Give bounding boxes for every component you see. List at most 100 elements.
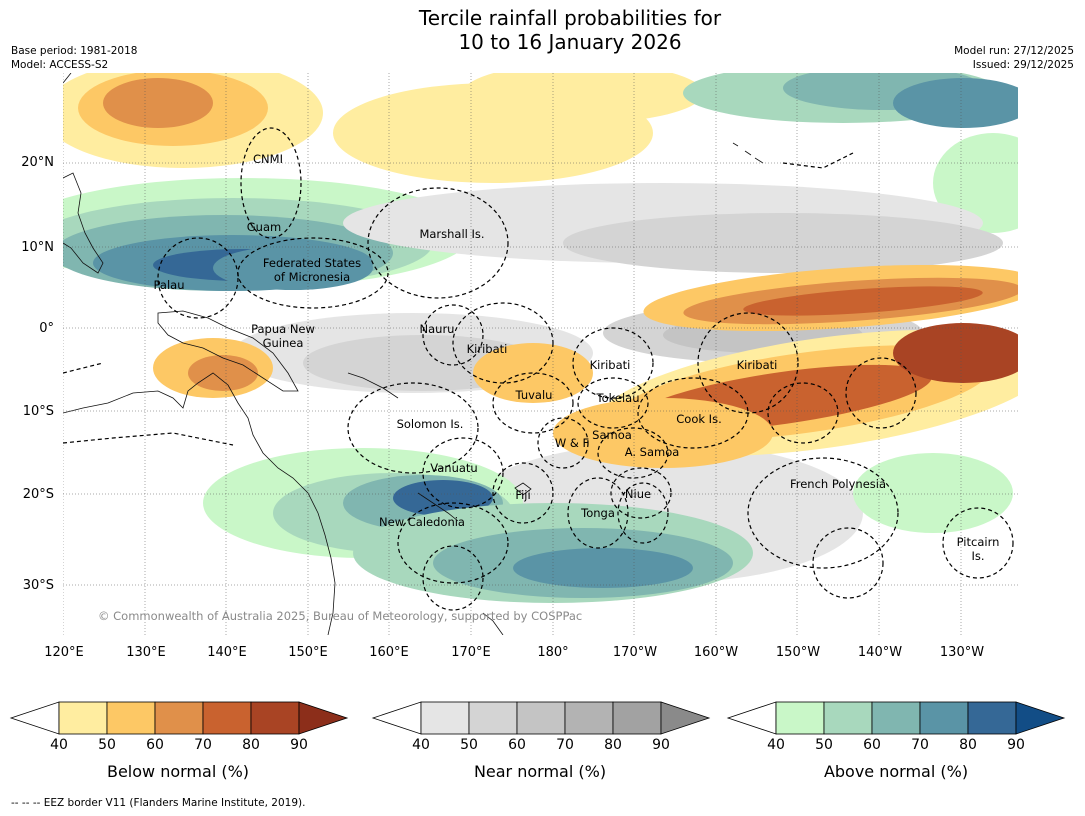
label-fsm-line2: of Micronesia xyxy=(273,270,351,284)
land-outlines xyxy=(63,73,764,635)
label-pitcairn: Pitcairn Is. xyxy=(957,535,1000,563)
base-period: Base period: 1981-2018 xyxy=(11,45,138,57)
colorbar-tick: 40 xyxy=(50,737,68,753)
map-area xyxy=(63,73,1018,635)
colorbar-segment xyxy=(106,701,156,735)
model-name: Model: ACCESS-S2 xyxy=(11,59,109,71)
label-vanuatu: Vanuatu xyxy=(430,461,478,475)
lon-label-180: 180° xyxy=(537,645,569,660)
colorbar-segment xyxy=(612,701,662,735)
copyright-notice: © Commonwealth of Australia 2025, Bureau… xyxy=(98,609,583,623)
new-caledonia-coast xyxy=(417,492,459,522)
colorbar-tick: 80 xyxy=(959,737,977,753)
colorbar-segment xyxy=(468,701,518,735)
probability-patch xyxy=(513,548,693,588)
new-zealand-coast xyxy=(482,612,504,635)
colorbar-segment xyxy=(420,701,470,735)
below-normal-label: Below normal (%) xyxy=(106,762,250,781)
lon-label-160e: 160°E xyxy=(369,645,409,660)
probability-patch xyxy=(853,453,1013,533)
probability-patches xyxy=(63,73,1018,603)
colorbar-segment xyxy=(967,701,1017,735)
label-tuvalu: Tuvalu xyxy=(515,388,553,402)
lon-label-120e: 120°E xyxy=(44,645,84,660)
hawaii-coast xyxy=(732,142,764,164)
meta-right: Model run: 27/12/2025 Issued: 29/12/2025 xyxy=(954,44,1074,72)
probability-patch xyxy=(393,480,493,516)
label-samoa: Samoa xyxy=(592,428,632,442)
lon-label-170e: 170°E xyxy=(451,645,491,660)
label-asamoa: A. Samoa xyxy=(624,445,680,459)
probability-patch xyxy=(893,78,1018,128)
lon-label-150w: 150°W xyxy=(775,645,821,660)
asia-coast xyxy=(63,73,72,84)
probability-patch xyxy=(553,398,773,468)
label-tokelau: Tokelau xyxy=(596,391,640,405)
colorbar-segment xyxy=(775,701,825,735)
label-palau: Palau xyxy=(153,278,185,292)
lon-label-150e: 150°E xyxy=(288,645,328,660)
colorbars xyxy=(9,701,1066,735)
probability-patch xyxy=(103,78,213,128)
colorbar-above-normal xyxy=(726,701,1066,735)
probability-patch xyxy=(563,213,1003,273)
title-line-2: 10 to 16 January 2026 xyxy=(458,30,682,54)
probability-patch xyxy=(893,323,1018,383)
label-niue: Niue xyxy=(624,487,652,501)
lat-label-0: 0° xyxy=(39,321,54,336)
label-cnmi: CNMI xyxy=(253,152,283,166)
colorbar-extend-low xyxy=(9,701,60,735)
lon-label-130w: 130°W xyxy=(939,645,985,660)
label-kiribati-east: Kiribati xyxy=(736,358,778,372)
label-guam: Guam xyxy=(246,220,282,234)
label-fsm-line1: Federated States xyxy=(262,256,362,270)
label-png: Papua New Guinea xyxy=(251,322,315,350)
label-png-line1: Papua New xyxy=(251,322,315,336)
label-cook: Cook Is. xyxy=(676,412,722,426)
colorbar-extend-high xyxy=(298,701,349,735)
colorbar-below-normal xyxy=(9,701,349,735)
solomon-coast xyxy=(347,372,399,399)
label-kiribati-central: Kiribati xyxy=(589,358,631,372)
colorbar-segment xyxy=(58,701,108,735)
colorbar-tick: 70 xyxy=(556,737,574,753)
probability-patch xyxy=(463,73,703,123)
fiji-coast xyxy=(514,482,532,496)
meta-left: Base period: 1981-2018 Model: ACCESS-S2 xyxy=(11,44,137,72)
label-pitcairn-line1: Pitcairn xyxy=(956,535,1000,549)
colorbar-extend-high xyxy=(1015,701,1066,735)
label-pitcairn-line2: Is. xyxy=(971,549,985,563)
lon-label-170w: 170°W xyxy=(612,645,658,660)
colorbar-segment xyxy=(823,701,873,735)
label-nauru: Nauru xyxy=(419,322,455,336)
label-new-caledonia: New Caledonia xyxy=(379,515,465,529)
colorbar-tick: 40 xyxy=(412,737,430,753)
colorbar-tick: 60 xyxy=(508,737,526,753)
colorbar-tick: 90 xyxy=(290,737,308,753)
model-run: Model run: 27/12/2025 xyxy=(954,45,1074,57)
new-guinea-coast xyxy=(157,310,299,392)
lon-label-160w: 160°W xyxy=(693,645,739,660)
colorbar-segment xyxy=(154,701,204,735)
colorbar-tick: 90 xyxy=(1007,737,1025,753)
colorbar-tick: 40 xyxy=(767,737,785,753)
colorbar-tick: 60 xyxy=(146,737,164,753)
near-normal-label: Near normal (%) xyxy=(473,762,607,781)
map-title: Tercile rainfall probabilities for 10 to… xyxy=(0,6,1085,54)
colorbar-tick: 60 xyxy=(863,737,881,753)
colorbar-tick: 80 xyxy=(604,737,622,753)
label-fsm: Federated States of Micronesia xyxy=(263,256,361,284)
rainfall-map xyxy=(63,73,1018,635)
label-fiji: Fiji xyxy=(515,488,531,502)
eez-borders xyxy=(63,127,1014,611)
label-solomon: Solomon Is. xyxy=(396,417,464,431)
colorbar-segment xyxy=(250,701,300,735)
probability-patch xyxy=(743,286,983,316)
lon-label-140e: 140°E xyxy=(207,645,247,660)
lat-label-10n: 10°N xyxy=(21,240,54,255)
lon-label-130e: 130°E xyxy=(126,645,166,660)
label-marshall: Marshall Is. xyxy=(419,227,485,241)
colorbar-tick: 90 xyxy=(652,737,670,753)
colorbar-segment xyxy=(871,701,921,735)
lon-label-140w: 140°W xyxy=(857,645,903,660)
